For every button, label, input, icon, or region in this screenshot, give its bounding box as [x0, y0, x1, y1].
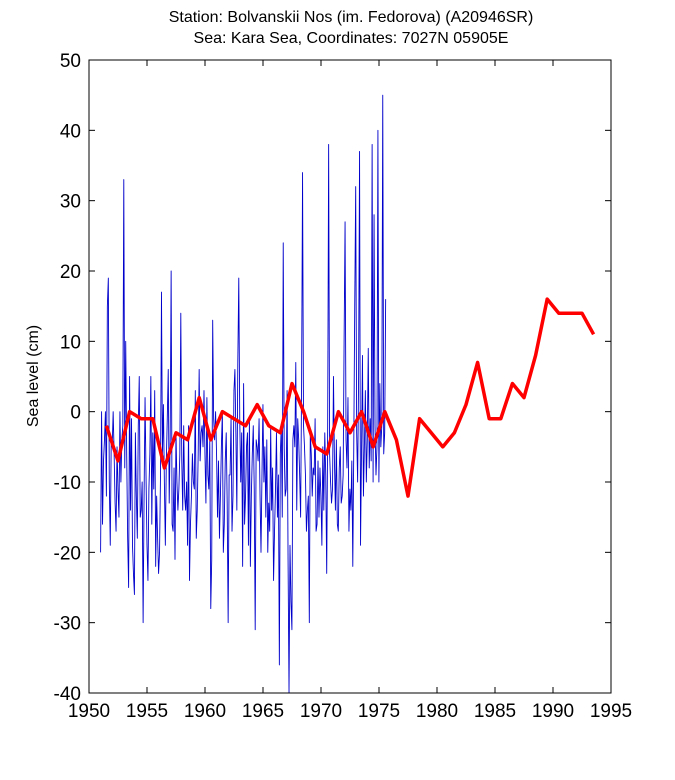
x-tick-label: 1960: [184, 701, 226, 722]
x-tick-label: 1975: [358, 701, 400, 722]
chart-title-line2: Sea: Kara Sea, Coordinates: 7027N 05905E: [194, 30, 509, 47]
x-tick-label: 1985: [474, 701, 516, 722]
plot-border: [88, 59, 612, 694]
annual-mean-series-line: [104, 297, 596, 498]
y-tick-label: -10: [54, 473, 81, 494]
x-tick-label: 1980: [416, 701, 458, 722]
y-axis-label: Sea level (cm): [25, 325, 42, 427]
plot-area: [88, 59, 612, 694]
y-tick-label: 30: [60, 192, 81, 213]
y-tick-label: -40: [54, 684, 81, 705]
y-tick-label: 50: [60, 51, 81, 72]
axis-ticks: 1950 1955 1960 1965 1970 1975 1980 1985 1990 1995…: [54, 51, 633, 722]
x-tick-label: 1950: [68, 701, 110, 722]
series-layer: [100, 94, 596, 694]
y-tick-label: 0: [70, 403, 81, 424]
x-tick-label: 1955: [126, 701, 168, 722]
y-tick-label: 10: [60, 332, 81, 353]
x-tick-label: 1965: [242, 701, 284, 722]
chart-title-line1: Station: Bolvanskii Nos (im. Fedorova) (…: [169, 9, 534, 26]
y-tick-label: 40: [60, 121, 81, 142]
y-tick-label: 20: [60, 262, 81, 283]
x-tick-label: 1995: [590, 701, 632, 722]
x-tick-label: 1970: [300, 701, 342, 722]
x-tick-label: 1990: [532, 701, 574, 722]
monthly-series-line: [100, 94, 387, 694]
y-tick-label: -20: [54, 543, 81, 564]
y-tick-label: -30: [54, 614, 81, 635]
